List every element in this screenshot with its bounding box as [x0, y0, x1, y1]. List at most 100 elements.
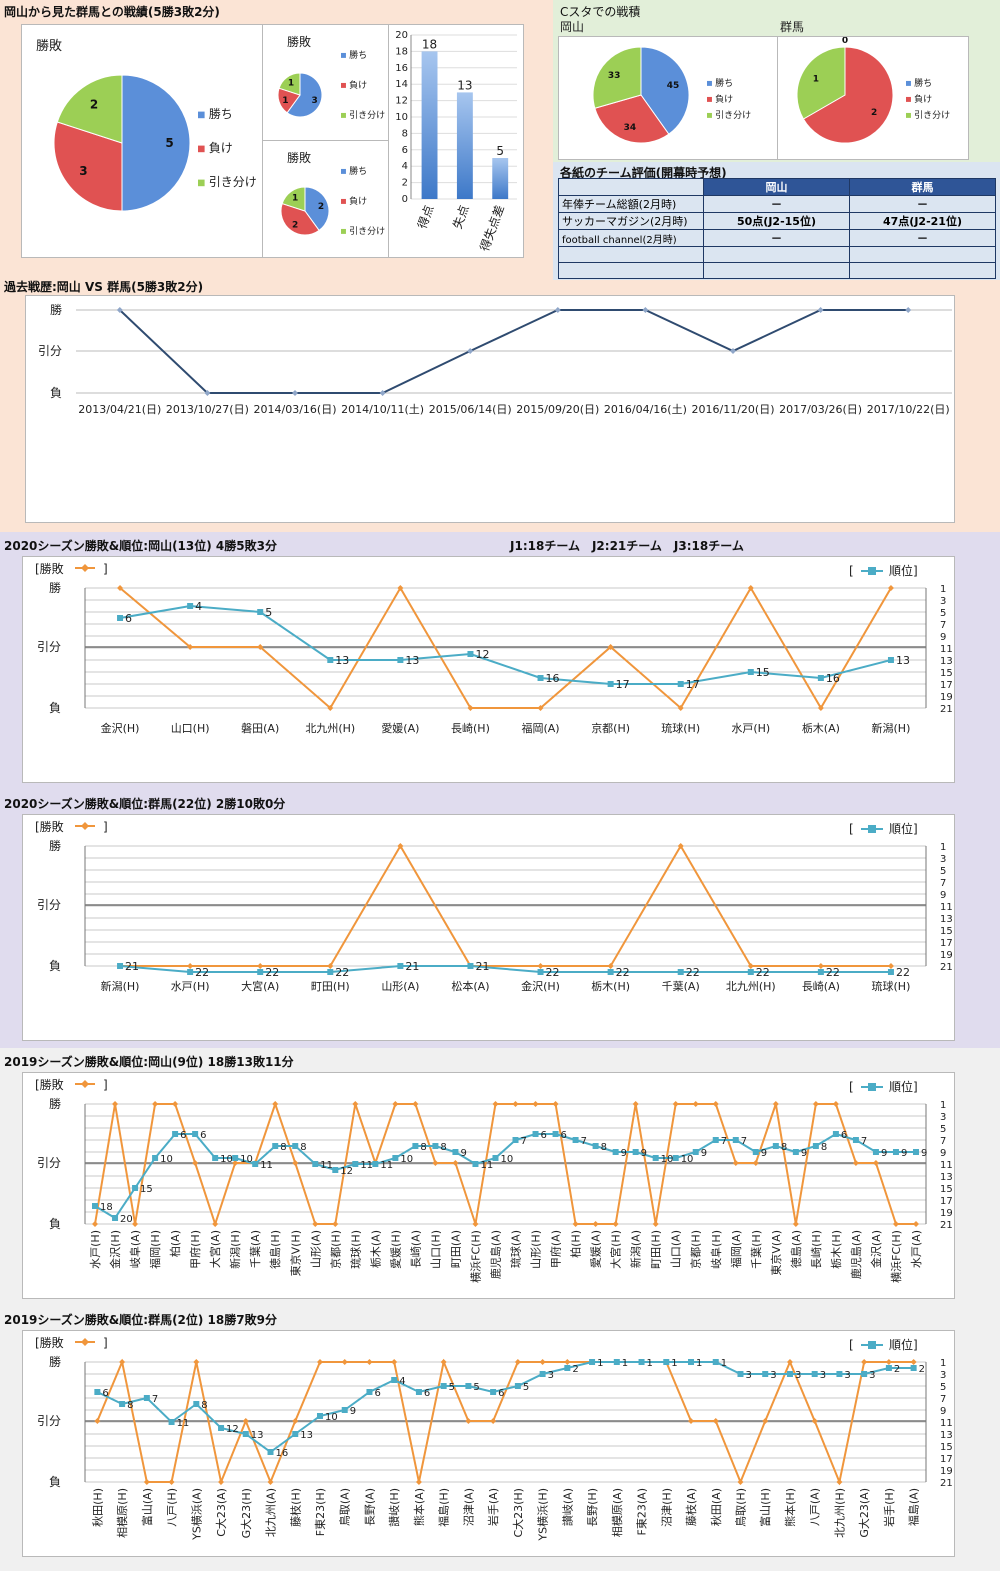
c3-category-7: 北九州(A): [265, 1488, 278, 1537]
c0-rank-label-11: 13: [896, 654, 910, 667]
c2-legend-left-marker: [81, 1080, 89, 1088]
history-date-6: 2016/04/16(土): [604, 403, 687, 416]
c1-rank-point-11: [887, 969, 894, 975]
c0-result-line: [119, 586, 892, 710]
c2-result-point-15: [392, 1101, 399, 1107]
c2-category-31: 岐阜(H): [710, 1230, 723, 1269]
history-line: [119, 309, 909, 394]
c3-rank-point-25: [712, 1359, 719, 1365]
pie-s1-legend-swatch-1: [341, 82, 346, 88]
c3-category-15: 沼津(A): [461, 1488, 475, 1526]
c2-result-point-30: [692, 1101, 699, 1107]
c2-rank-point-25: [592, 1143, 599, 1149]
c2-rank-label-38: 7: [861, 1136, 867, 1147]
rating-row: サッカーマガジン(2月時) 50点(J2-15位) 47点(J2-21位): [558, 212, 996, 230]
bar-ytick-5: 10: [395, 112, 408, 123]
history-point-5: [554, 307, 561, 313]
c0-rank-label-2: 5: [265, 606, 272, 619]
pie-s1-legend-swatch-0: [341, 52, 346, 58]
c2-result-point-11: [312, 1221, 319, 1227]
c1-rank-point-7: [607, 969, 614, 975]
c3-result-point-31: [861, 1359, 868, 1365]
c2-result-point-29: [672, 1101, 679, 1107]
c2-category-9: 徳島(H): [268, 1230, 282, 1269]
c3-rank-point-33: [910, 1365, 917, 1371]
c0-rank-point-10: [817, 675, 824, 681]
c1-rank-label-2: 22: [265, 966, 279, 979]
c3-result-point-15: [465, 1418, 472, 1424]
c2-rank-point-17: [432, 1143, 439, 1149]
c2-rank-point-23: [552, 1131, 559, 1137]
c3-category-23: 沼津(H): [659, 1488, 673, 1527]
c3-rank-label-4: 8: [201, 1400, 207, 1411]
history-ylabel-2: 負: [50, 386, 62, 400]
rating-cell-3-0: [558, 246, 704, 263]
c3-result-point-1: [119, 1359, 126, 1365]
pie-s2-legend-label-2: 引き分け: [349, 226, 385, 237]
c2-category-13: 琉球(H): [348, 1230, 362, 1269]
c2-result-point-22: [532, 1101, 539, 1107]
pie-s2-legend-label-0: 勝ち: [349, 165, 367, 177]
c2-rank-label-30: 9: [701, 1148, 707, 1159]
c3-rank-point-26: [737, 1371, 744, 1377]
rating-header-2: 群馬: [849, 178, 996, 196]
pie-small1-box: 勝敗 3 1 1 勝ち 負け 引き分け: [262, 24, 389, 142]
pie-co-slice-label-2: 33: [608, 71, 621, 81]
c2-rank-point-15: [392, 1155, 399, 1161]
rating-cell-4-2: [849, 262, 996, 279]
c0-rank-point-0: [117, 615, 124, 621]
c0-legend-left-close: ]: [103, 562, 108, 576]
c2-rank-label-14: 11: [380, 1160, 393, 1171]
c3-rank-label-16: 6: [498, 1388, 504, 1399]
c1-legend-left-marker: [81, 822, 89, 830]
c2-result-point-10: [292, 1160, 299, 1166]
c3-rank-line: [96, 1361, 914, 1454]
c3-legend-right-marker: [868, 1341, 876, 1349]
c0-ylabel-1: 引分: [37, 640, 61, 654]
pie-s2-slice-0: [304, 186, 330, 232]
c3-rank-point-28: [786, 1371, 793, 1377]
c2-category-12: 京都(H): [328, 1230, 342, 1269]
c2-rank-label-11: 11: [320, 1160, 333, 1171]
c2-rank-tick-10: 21: [940, 1220, 953, 1231]
c3-category-5: C大23(A): [214, 1488, 228, 1537]
c0-category-1: 山口(H): [171, 722, 210, 735]
c0-rank-tick-3: 7: [940, 620, 946, 631]
c3-rank-tick-4: 9: [940, 1406, 946, 1417]
rating-row: [558, 262, 996, 279]
c0-rank-label-7: 17: [616, 678, 630, 691]
c2-rank-point-33: [752, 1149, 759, 1155]
pie-small2-title: 勝敗: [287, 151, 312, 165]
c3-rank-label-12: 4: [399, 1376, 405, 1387]
c2-rank-label-8: 11: [260, 1160, 273, 1171]
c1-result-point-7: [607, 963, 614, 969]
c2-category-19: 横浜FC(H): [468, 1230, 482, 1283]
c0-rank-point-9: [747, 669, 754, 675]
c3-rank-label-23: 1: [671, 1358, 677, 1369]
c2-category-23: 甲府(A): [549, 1230, 563, 1268]
c2-rank-point-38: [852, 1137, 859, 1143]
c2-rank-label-5: 6: [200, 1130, 206, 1141]
c2-rank-label-35: 9: [801, 1148, 807, 1159]
bar-0: [421, 51, 438, 200]
c0-result-point-3: [327, 705, 334, 711]
c2-rank-label-34: 8: [781, 1142, 787, 1153]
c2-rank-point-11: [312, 1161, 319, 1167]
rating-cell-1-0: サッカーマガジン(2月時): [558, 212, 704, 230]
c2-category-7: 新潟(H): [228, 1230, 242, 1269]
c2-result-point-37: [832, 1101, 839, 1107]
c1-rank-tick-0: 1: [940, 842, 946, 853]
season-chart-3: [勝敗][順位]13579111315171921勝引分負68711812131…: [35, 1335, 953, 1542]
pie-main-legend-swatch-1: [198, 145, 205, 153]
pie-s2-slice-1: [280, 202, 320, 236]
c3-rank-point-4: [193, 1401, 200, 1407]
c1-rank-point-0: [117, 963, 124, 969]
c2-rank-point-31: [712, 1137, 719, 1143]
c3-rank-point-11: [366, 1389, 373, 1395]
c3-legend-right: [: [849, 1338, 854, 1352]
history-point-9: [905, 307, 912, 313]
c0-rank-point-7: [607, 681, 614, 687]
c1-category-11: 琉球(H): [872, 979, 911, 993]
c3-result-point-24: [688, 1418, 695, 1424]
c2-category-41: 水戸(A): [910, 1230, 923, 1268]
